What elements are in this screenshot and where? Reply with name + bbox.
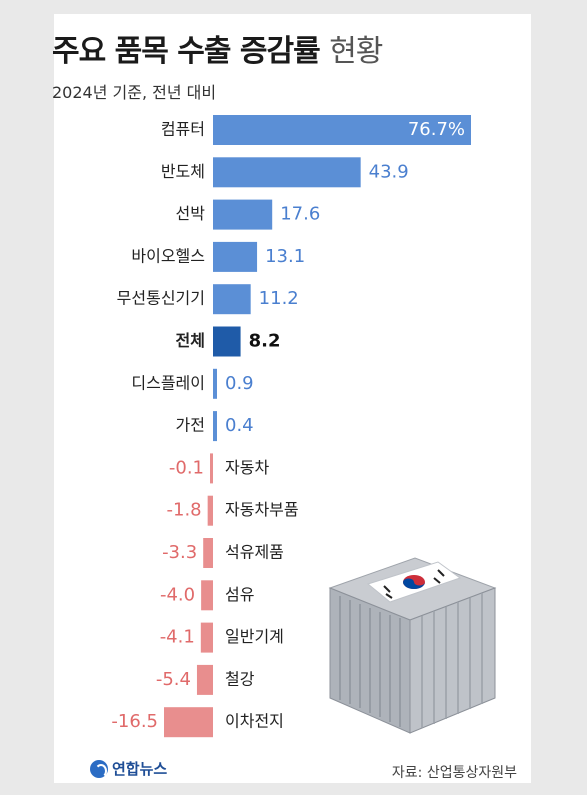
category-label: 석유제품 bbox=[225, 543, 284, 562]
category-label: 컴퓨터 bbox=[161, 120, 205, 139]
value-label: -4.1 bbox=[160, 627, 195, 648]
bar-row: 철강 -5.4 bbox=[156, 664, 255, 695]
source-note: 자료: 산업통상자원부 bbox=[391, 765, 517, 781]
category-label: 자동차 bbox=[225, 458, 269, 477]
bar bbox=[213, 115, 471, 145]
category-label: 철강 bbox=[225, 669, 255, 688]
bar bbox=[200, 622, 213, 653]
bar-row: 가전 0.4 bbox=[176, 411, 254, 442]
bar bbox=[210, 453, 213, 484]
category-label: 무선통신기기 bbox=[117, 289, 205, 308]
bar-row: 이차전지 -16.5 bbox=[111, 707, 284, 738]
bar-row: 섬유 -4.0 bbox=[160, 580, 254, 611]
logo-text: 연합뉴스 bbox=[112, 760, 168, 778]
bar bbox=[213, 368, 217, 399]
bar bbox=[164, 707, 213, 738]
value-label: 0.9 bbox=[225, 373, 254, 394]
bar-row: 선박 17.6 bbox=[176, 199, 320, 230]
category-label: 섬유 bbox=[225, 585, 254, 604]
category-label: 전체 bbox=[176, 331, 205, 350]
bar bbox=[213, 326, 241, 357]
value-label: -1.8 bbox=[167, 500, 202, 521]
bar-row: 바이오헬스 13.1 bbox=[131, 241, 305, 272]
korean-flag-icon bbox=[366, 561, 462, 603]
category-label: 선박 bbox=[176, 204, 206, 223]
value-label: 76.7% bbox=[408, 119, 465, 140]
category-label: 디스플레이 bbox=[131, 373, 205, 392]
value-label: 43.9 bbox=[369, 161, 409, 182]
value-label: 13.1 bbox=[265, 246, 305, 267]
bar bbox=[213, 199, 273, 230]
bar bbox=[213, 411, 217, 442]
value-label: -4.0 bbox=[160, 584, 195, 605]
bar-row: 무선통신기기 11.2 bbox=[117, 284, 299, 315]
yonhap-logo: 연합뉴스 bbox=[90, 758, 167, 779]
bar bbox=[207, 495, 213, 526]
value-label: 17.6 bbox=[280, 204, 320, 225]
category-label: 반도체 bbox=[161, 162, 205, 181]
bar bbox=[203, 538, 213, 568]
value-label: -16.5 bbox=[111, 711, 158, 732]
bar bbox=[213, 241, 258, 272]
value-label: -0.1 bbox=[169, 457, 204, 478]
bar-row: 디스플레이 0.9 bbox=[131, 368, 254, 399]
value-label: -3.3 bbox=[162, 542, 197, 563]
value-label: 8.2 bbox=[249, 331, 281, 352]
bar bbox=[201, 580, 213, 611]
title-suffix: 현황 bbox=[329, 34, 383, 69]
chart-subtitle: 2024년 기준, 전년 대비 bbox=[52, 83, 217, 102]
bar bbox=[213, 157, 361, 188]
title-main: 주요 품목 수출 증감률 bbox=[52, 34, 321, 69]
value-label: 0.4 bbox=[225, 415, 254, 436]
yonhap-logo-icon bbox=[90, 759, 108, 778]
bar-row: 컴퓨터 76.7% bbox=[161, 115, 471, 145]
bar-row: 전체 8.2 bbox=[176, 326, 281, 357]
bar bbox=[213, 284, 251, 315]
bar-row: 자동차 -0.1 bbox=[169, 453, 269, 484]
category-label: 가전 bbox=[176, 416, 205, 435]
value-label: 11.2 bbox=[259, 288, 299, 309]
category-label: 이차전지 bbox=[225, 712, 284, 731]
value-label: -5.4 bbox=[156, 669, 191, 690]
category-label: 일반기계 bbox=[225, 627, 284, 646]
bar-row: 자동차부품 -1.8 bbox=[167, 495, 299, 526]
page-title: 주요 품목 수출 증감률 현황 bbox=[52, 26, 383, 70]
bar-row: 반도체 43.9 bbox=[161, 157, 409, 188]
bar-row: 일반기계 -4.1 bbox=[160, 622, 284, 653]
category-label: 자동차부품 bbox=[225, 500, 299, 519]
bar-row: 석유제품 -3.3 bbox=[162, 538, 284, 568]
bar bbox=[196, 664, 213, 695]
category-label: 바이오헬스 bbox=[131, 246, 205, 265]
shipping-container-illustration bbox=[328, 557, 497, 734]
